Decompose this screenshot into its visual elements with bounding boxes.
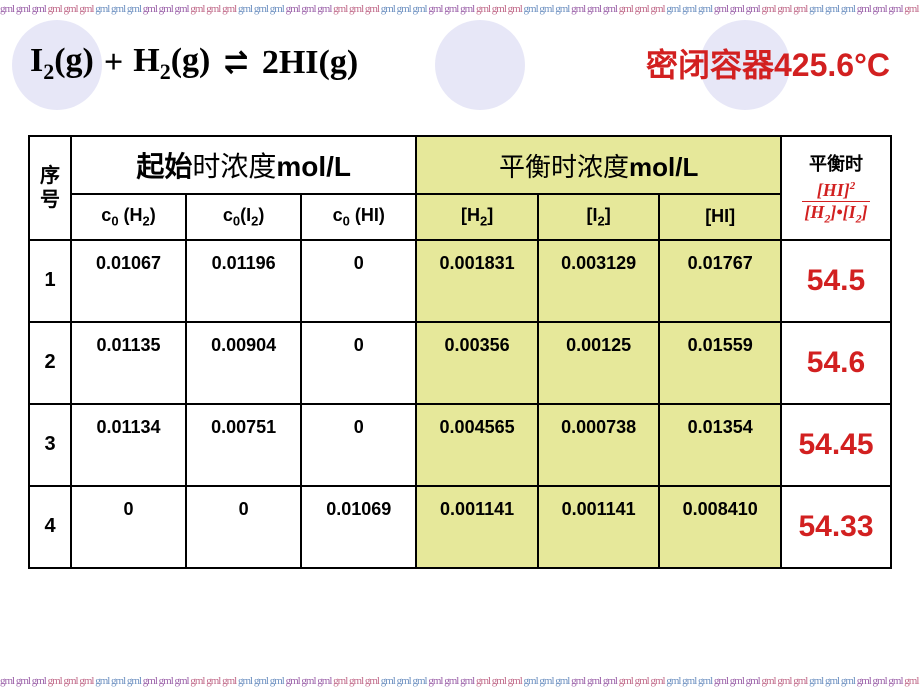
cell-k-value: 54.45 [781, 404, 891, 486]
cell-c0-hi: 0 [301, 322, 416, 404]
col-header-initial-concentration: 起始时浓度mol/L [71, 136, 416, 194]
cell-i2: 0.000738 [538, 404, 660, 486]
cell-h2: 0.001141 [416, 486, 538, 568]
sub-header-c0-h2: c0 (H2) [71, 194, 186, 240]
data-table-container: 序号 起始时浓度mol/L 平衡时浓度mol/L 平衡时 [HI]2 [H2]•… [28, 135, 892, 569]
cell-hi: 0.01767 [659, 240, 781, 322]
sub-header-h2: [H2] [416, 194, 538, 240]
col-header-equilibrium-constant: 平衡时 [HI]2 [H2]•[I2] [781, 136, 891, 240]
cell-i2: 0.00125 [538, 322, 660, 404]
cell-k-value: 54.6 [781, 322, 891, 404]
cell-h2: 0.00356 [416, 322, 538, 404]
cell-i2: 0.003129 [538, 240, 660, 322]
cell-c0-hi: 0 [301, 240, 416, 322]
cell-c0-i2: 0 [186, 486, 301, 568]
table-row: 4000.010690.0011410.0011410.00841054.33 [29, 486, 891, 568]
cell-c0-hi: 0 [301, 404, 416, 486]
reaction-condition: 密闭容器425.6°C [646, 40, 900, 86]
cell-c0-h2: 0.01134 [71, 404, 186, 486]
sub-header-c0-i2: c0(I2) [186, 194, 301, 240]
col-header-equilibrium-concentration: 平衡时浓度mol/L [416, 136, 781, 194]
cell-c0-i2: 0.01196 [186, 240, 301, 322]
sub-header-i2: [I2] [538, 194, 660, 240]
col-header-sequence: 序号 [29, 136, 71, 240]
row-number: 4 [29, 486, 71, 568]
table-row: 10.010670.0119600.0018310.0031290.017675… [29, 240, 891, 322]
decorative-border-bottom: gml gml gml gml gml gml gml gml gml gml … [0, 672, 920, 690]
decorative-border-top: gml gml gml gml gml gml gml gml gml gml … [0, 0, 920, 18]
equilibrium-data-table: 序号 起始时浓度mol/L 平衡时浓度mol/L 平衡时 [HI]2 [H2]•… [28, 135, 892, 569]
cell-k-value: 54.33 [781, 486, 891, 568]
cell-i2: 0.001141 [538, 486, 660, 568]
cell-c0-h2: 0.01135 [71, 322, 186, 404]
cell-c0-i2: 0.00904 [186, 322, 301, 404]
row-number: 1 [29, 240, 71, 322]
table-row: 20.011350.0090400.003560.001250.0155954.… [29, 322, 891, 404]
cell-c0-h2: 0 [71, 486, 186, 568]
cell-hi: 0.008410 [659, 486, 781, 568]
row-number: 2 [29, 322, 71, 404]
sub-header-c0-hi: c0 (HI) [301, 194, 416, 240]
cell-hi: 0.01354 [659, 404, 781, 486]
cell-c0-i2: 0.00751 [186, 404, 301, 486]
cell-c0-h2: 0.01067 [71, 240, 186, 322]
equation-row: I2(g) + H2(g) ⇀ ↽ 2HI(g) 密闭容器425.6°C [30, 40, 900, 86]
sub-header-hi: [HI] [659, 194, 781, 240]
cell-hi: 0.01559 [659, 322, 781, 404]
row-number: 3 [29, 404, 71, 486]
equilibrium-arrows-icon: ⇀ ↽ [224, 53, 247, 73]
cell-c0-hi: 0.01069 [301, 486, 416, 568]
chemical-equation: I2(g) + H2(g) ⇀ ↽ 2HI(g) [30, 42, 358, 85]
cell-h2: 0.001831 [416, 240, 538, 322]
table-row: 30.011340.0075100.0045650.0007380.013545… [29, 404, 891, 486]
cell-k-value: 54.5 [781, 240, 891, 322]
cell-h2: 0.004565 [416, 404, 538, 486]
